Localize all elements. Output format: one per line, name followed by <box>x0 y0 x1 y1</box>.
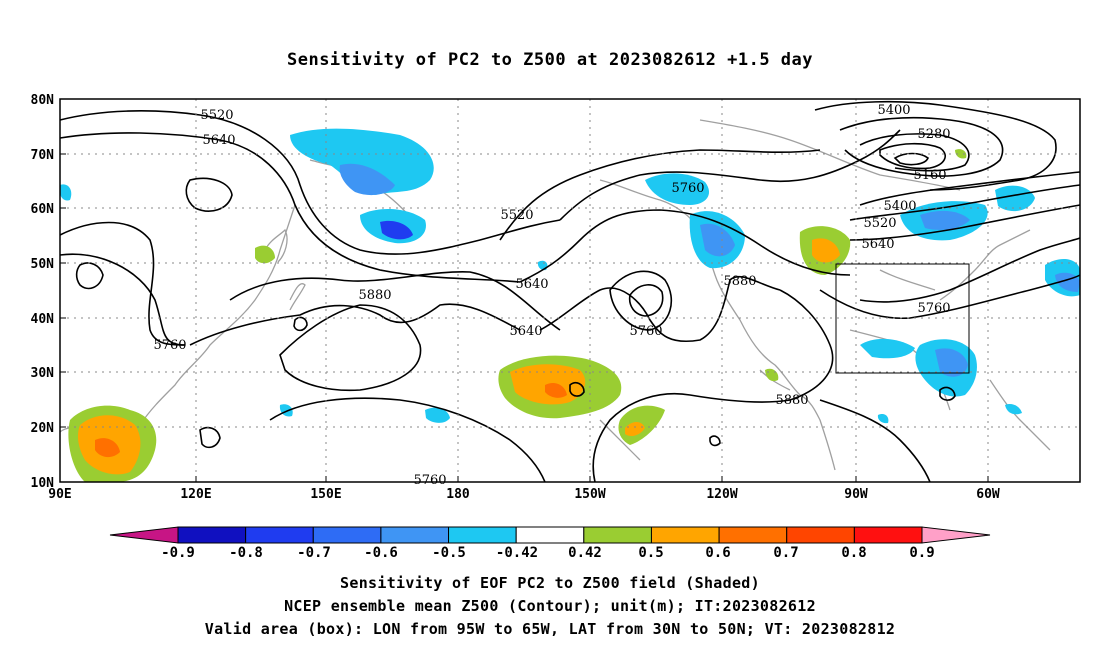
lon-label: 120W <box>706 487 737 502</box>
colorbar-label: 0.8 <box>841 545 866 561</box>
contour-label: 5880 <box>723 274 756 289</box>
map-frame <box>59 98 1081 483</box>
contour-label: 5640 <box>509 324 542 339</box>
colorbar-segment <box>245 526 314 544</box>
contour-label: 5280 <box>917 127 950 142</box>
lat-labels: 80N 70N 60N 50N 40N 30N 20N 10N <box>31 93 55 491</box>
contour-labels: 5520 5640 5520 5640 5880 5760 5640 5760 … <box>153 103 950 488</box>
colorbar-segment <box>448 526 517 544</box>
colorbar-label: -0.7 <box>297 545 331 561</box>
z500-contours <box>59 100 1081 483</box>
lon-label: 60W <box>976 487 1000 502</box>
contour-label: 5760 <box>153 338 186 353</box>
colorbar-labels: -0.9 -0.8 -0.7 -0.6 -0.5 -0.42 0.42 0.5 … <box>161 545 935 561</box>
colorbar-segments <box>177 526 923 544</box>
lat-label: 20N <box>31 421 55 436</box>
contour-label: 5760 <box>917 301 950 316</box>
lon-labels: 90E 120E 150E 180 150W 120W 90W 60W <box>48 487 1000 502</box>
colorbar-segment <box>312 526 382 544</box>
colorbar-label: 0.5 <box>638 545 663 561</box>
colorbar-label: -0.5 <box>432 545 466 561</box>
contour-label: 5160 <box>913 168 946 183</box>
colorbar-segment <box>583 526 652 544</box>
sensitivity-shading <box>60 128 1080 482</box>
valid-area-box <box>835 263 970 374</box>
lat-label: 50N <box>31 257 55 272</box>
lat-label: 10N <box>31 476 55 491</box>
caption-line-2: NCEP ensemble mean Z500 (Contour); unit(… <box>284 597 816 615</box>
lat-label: 80N <box>31 93 55 108</box>
contour-label: 5760 <box>413 473 446 488</box>
lat-label: 30N <box>31 366 55 381</box>
lon-label: 150W <box>574 487 605 502</box>
colorbar-label: 0.42 <box>568 545 602 561</box>
map-frame-bg <box>60 99 1080 482</box>
contour-label: 5640 <box>861 237 894 252</box>
grid-lines <box>60 99 1080 482</box>
lon-label: 120E <box>180 487 211 502</box>
contour-label: 5520 <box>500 208 533 223</box>
lon-label: 180 <box>446 487 470 502</box>
colorbar-label: 0.6 <box>705 545 730 561</box>
colorbar-segment <box>650 526 720 544</box>
colorbar: -0.9 -0.8 -0.7 -0.6 -0.5 -0.42 0.42 0.5 … <box>109 526 991 561</box>
contour-label: 5520 <box>200 108 233 123</box>
contour-label: 5640 <box>515 277 548 292</box>
caption-line-3: Valid area (box): LON from 95W to 65W, L… <box>204 620 896 638</box>
colorbar-segment <box>786 526 855 544</box>
contour-label: 5520 <box>863 216 896 231</box>
colorbar-segment <box>177 526 247 544</box>
colorbar-segment <box>853 526 923 544</box>
colorbar-label: -0.9 <box>161 545 195 561</box>
colorbar-end-low <box>109 526 179 544</box>
caption-line-1: Sensitivity of EOF PC2 to Z500 field (Sh… <box>340 574 760 592</box>
lon-label: 150E <box>310 487 341 502</box>
colorbar-segment <box>515 526 585 544</box>
lat-label: 70N <box>31 148 55 163</box>
lon-label: 90W <box>844 487 868 502</box>
lat-label: 40N <box>31 312 55 327</box>
colorbar-label: -0.6 <box>364 545 398 561</box>
contour-label: 5400 <box>877 103 910 118</box>
contour-label: 5640 <box>202 133 235 148</box>
map-title: Sensitivity of PC2 to Z500 at 2023082612… <box>286 50 813 70</box>
axis-ticks <box>60 98 989 482</box>
contour-label: 5760 <box>629 324 662 339</box>
lat-label: 60N <box>31 202 55 217</box>
colorbar-label: 0.9 <box>909 545 934 561</box>
contour-label: 5760 <box>671 181 704 196</box>
colorbar-label: -0.8 <box>229 545 263 561</box>
colorbar-segment <box>380 526 450 544</box>
colorbar-label: 0.7 <box>773 545 798 561</box>
contour-label: 5880 <box>775 393 808 408</box>
colorbar-end-high <box>921 526 991 544</box>
lon-label: 90E <box>48 487 71 502</box>
colorbar-label: -0.42 <box>496 545 538 561</box>
contour-label: 5400 <box>883 199 916 214</box>
colorbar-segment <box>718 526 788 544</box>
contour-label: 5880 <box>358 288 391 303</box>
